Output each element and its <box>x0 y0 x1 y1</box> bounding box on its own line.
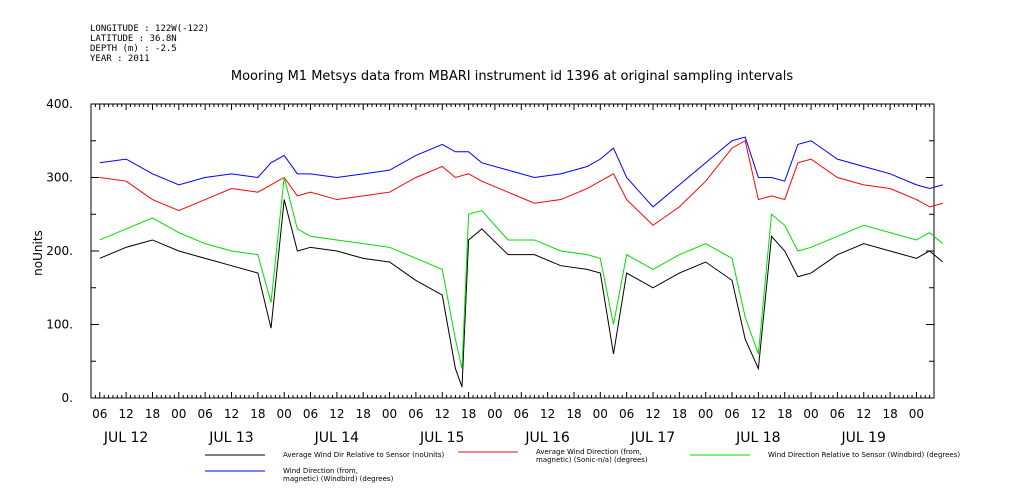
y-tick-label: 300. <box>46 171 73 185</box>
legend-label-2: Wind Direction Relative to Sensor (Windb… <box>768 451 960 459</box>
x-hour-label: 00 <box>698 407 713 421</box>
meta-year: YEAR : 2011 <box>90 54 150 64</box>
x-hour-label: 00 <box>277 407 292 421</box>
x-hour-label: 12 <box>118 407 133 421</box>
x-hour-label: 06 <box>830 407 845 421</box>
x-hour-label: 18 <box>882 407 897 421</box>
plot-frame <box>90 103 935 399</box>
x-hour-label: 18 <box>145 407 160 421</box>
y-tick-label: 200. <box>46 244 73 258</box>
series-layer <box>99 136 944 388</box>
x-hour-label: 06 <box>303 407 318 421</box>
series-line-0 <box>99 199 944 388</box>
x-hour-label: 06 <box>198 407 213 421</box>
meta-longitude: LONGITUDE : 122W(-122) <box>90 24 209 34</box>
x-hour-label: 06 <box>92 407 107 421</box>
x-hour-label: 06 <box>408 407 423 421</box>
y-tick-label: 100. <box>46 318 73 332</box>
x-date-label: JUL 18 <box>735 430 780 446</box>
x-hour-label: 12 <box>856 407 871 421</box>
x-date-label: JUL 14 <box>314 430 360 446</box>
y-tick-label: 0. <box>62 391 73 405</box>
series-line-2 <box>99 177 944 369</box>
x-date-label: JUL 13 <box>208 430 253 446</box>
x-hour-label: 00 <box>803 407 818 421</box>
legend-label-0: Average Wind Dir Relative to Sensor (noU… <box>283 451 444 459</box>
legend-label-1: Average Wind Direction (from, <box>536 448 642 456</box>
x-hour-label: 06 <box>619 407 634 421</box>
legend: Average Wind Dir Relative to Sensor (noU… <box>205 448 960 483</box>
x-date-label: JUL 12 <box>103 430 148 446</box>
axis-layer: 0. 100. 200. 300. 400. 06 12 18 00 06 12 18 00 06 12 18… <box>46 97 935 446</box>
legend-label-1: magnetic) (Sonic-n/a) (degrees) <box>536 456 648 464</box>
legend-label-3: Wind Direction (from, <box>283 467 358 475</box>
x-hour-label: 18 <box>672 407 687 421</box>
x-date-label: JUL 15 <box>419 430 464 446</box>
x-hour-label: 00 <box>487 407 502 421</box>
x-date-label: JUL 19 <box>841 430 886 446</box>
x-hour-label: 00 <box>382 407 397 421</box>
meta-latitude: LATITUDE : 36.8N <box>90 34 177 44</box>
x-hour-label: 12 <box>540 407 555 421</box>
x-hour-label: 18 <box>250 407 265 421</box>
x-hour-label: 00 <box>171 407 186 421</box>
x-hour-label: 18 <box>461 407 476 421</box>
legend-label-3: magnetic) (Windbird) (degrees) <box>283 475 394 483</box>
x-hour-label: 06 <box>724 407 739 421</box>
x-hour-label: 18 <box>777 407 792 421</box>
x-date-label: JUL 16 <box>524 430 570 446</box>
y-axis-label: noUnits <box>31 230 45 276</box>
x-hour-label: 00 <box>909 407 924 421</box>
y-tick-label: 400. <box>46 97 73 111</box>
meta-depth: DEPTH (m) : -2.5 <box>90 44 177 54</box>
x-hour-label: 12 <box>751 407 766 421</box>
x-hour-label: 00 <box>593 407 608 421</box>
x-hour-label: 18 <box>356 407 371 421</box>
x-date-label: JUL 17 <box>630 430 675 446</box>
x-hour-label: 18 <box>566 407 581 421</box>
chart-title: Mooring M1 Metsys data from MBARI instru… <box>231 69 793 84</box>
series-line-1 <box>99 139 943 226</box>
x-hour-label: 12 <box>329 407 344 421</box>
series-line-3 <box>99 136 943 208</box>
x-hour-label: 12 <box>435 407 450 421</box>
x-hour-label: 06 <box>514 407 529 421</box>
x-hour-label: 12 <box>224 407 239 421</box>
x-hour-label: 12 <box>645 407 660 421</box>
metadata-block: LONGITUDE : 122W(-122) LATITUDE : 36.8N … <box>90 24 209 64</box>
